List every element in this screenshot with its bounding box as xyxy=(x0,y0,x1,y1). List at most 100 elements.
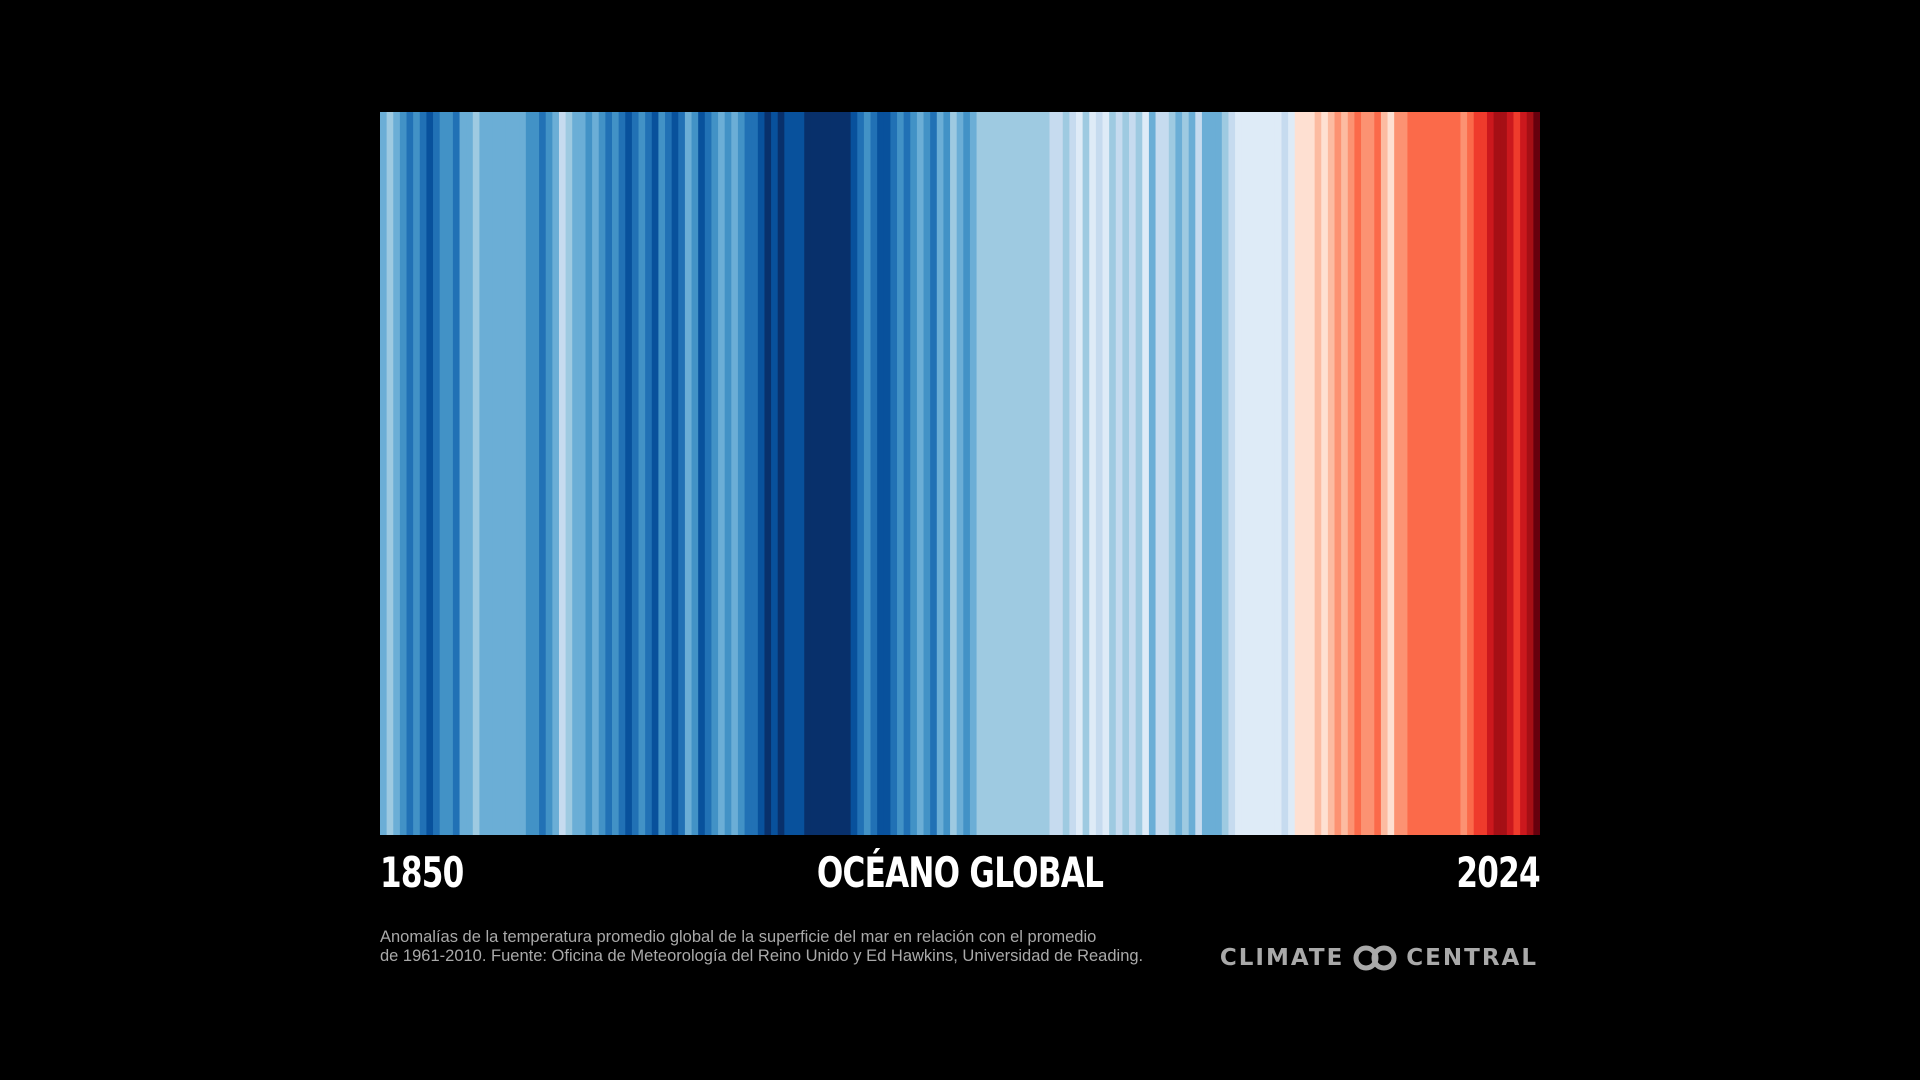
stripe-1865 xyxy=(479,112,487,835)
stripe-1898 xyxy=(698,112,706,835)
stripe-1852 xyxy=(393,112,401,835)
stripe-1859 xyxy=(439,112,447,835)
stripe-1989 xyxy=(1301,112,1309,835)
stripe-1855 xyxy=(413,112,421,835)
stripe-1935 xyxy=(943,112,951,835)
start-year-label: 1850 xyxy=(380,848,464,897)
stripe-1885 xyxy=(612,112,620,835)
stripe-1851 xyxy=(386,112,394,835)
stripe-1905 xyxy=(744,112,752,835)
stripe-1965 xyxy=(1142,112,1150,835)
stripe-1856 xyxy=(419,112,427,835)
stripe-1976 xyxy=(1215,112,1223,835)
stripe-1942 xyxy=(989,112,998,835)
stripe-1982 xyxy=(1254,112,1263,835)
stripe-2001 xyxy=(1380,112,1389,835)
stripe-1993 xyxy=(1327,112,1336,835)
stripe-1999 xyxy=(1367,112,1375,835)
stripe-2023 xyxy=(1526,112,1534,835)
stripe-1951 xyxy=(1049,112,1057,835)
stripe-1891 xyxy=(651,112,659,835)
stripe-1963 xyxy=(1129,112,1137,835)
stripe-1937 xyxy=(956,112,964,835)
stripe-1990 xyxy=(1308,112,1316,835)
stripe-1917 xyxy=(824,112,832,835)
stripe-1967 xyxy=(1155,112,1163,835)
stripe-1890 xyxy=(645,112,653,835)
stripe-1970 xyxy=(1175,112,1183,835)
stripe-1938 xyxy=(963,112,971,835)
stripe-1930 xyxy=(910,112,918,835)
stripe-1889 xyxy=(638,112,646,835)
stripe-1921 xyxy=(850,112,858,835)
stripe-1998 xyxy=(1361,112,1369,835)
stripe-1934 xyxy=(936,112,945,835)
stripe-2015 xyxy=(1473,112,1481,835)
stripe-1878 xyxy=(565,112,573,835)
stripe-1973 xyxy=(1195,112,1203,835)
stripe-1947 xyxy=(1022,112,1031,835)
stripe-1897 xyxy=(691,112,699,835)
stripe-2017 xyxy=(1486,112,1495,835)
stripe-1918 xyxy=(830,112,838,835)
stripe-1927 xyxy=(890,112,898,835)
stripe-1936 xyxy=(950,112,958,835)
stripe-1919 xyxy=(837,112,845,835)
brand-name-right: CENTRAL xyxy=(1406,945,1538,971)
stripe-1944 xyxy=(1003,112,1011,835)
stripe-1915 xyxy=(810,112,819,835)
stripe-1883 xyxy=(598,112,606,835)
stripe-1881 xyxy=(585,112,593,835)
stripe-1953 xyxy=(1062,112,1070,835)
stripe-1904 xyxy=(737,112,746,835)
stripe-1900 xyxy=(711,112,719,835)
stripe-1892 xyxy=(658,112,666,835)
stripe-1977 xyxy=(1221,112,1230,835)
stripe-1871 xyxy=(519,112,527,835)
stripe-1932 xyxy=(923,112,931,835)
stripe-1958 xyxy=(1095,112,1104,835)
stripe-2010 xyxy=(1440,112,1448,835)
stripe-1943 xyxy=(996,112,1004,835)
stripe-1907 xyxy=(757,112,766,835)
stripe-1928 xyxy=(897,112,905,835)
stripe-1903 xyxy=(731,112,739,835)
stripe-1964 xyxy=(1135,112,1143,835)
stripe-1868 xyxy=(499,112,507,835)
stripe-2012 xyxy=(1453,112,1462,835)
stripe-1876 xyxy=(552,112,560,835)
stripe-2000 xyxy=(1374,112,1382,835)
stripe-2019 xyxy=(1500,112,1508,835)
interlocking-rings-icon xyxy=(1353,945,1397,971)
stripe-1980 xyxy=(1241,112,1249,835)
stripe-1872 xyxy=(525,112,534,835)
stripe-1875 xyxy=(545,112,553,835)
source-note-line-1: Anomalías de la temperatura promedio glo… xyxy=(380,928,1097,946)
stripe-1952 xyxy=(1056,112,1064,835)
stripe-1913 xyxy=(797,112,805,835)
stripe-1857 xyxy=(426,112,434,835)
stripe-1867 xyxy=(492,112,500,835)
stripe-1975 xyxy=(1208,112,1216,835)
stripe-1960 xyxy=(1109,112,1117,835)
stripe-1961 xyxy=(1115,112,1123,835)
stripe-1906 xyxy=(751,112,759,835)
stripe-1882 xyxy=(592,112,600,835)
stripe-1879 xyxy=(572,112,580,835)
stripe-1894 xyxy=(671,112,679,835)
stripe-1981 xyxy=(1248,112,1256,835)
stripe-1901 xyxy=(718,112,726,835)
stripe-1861 xyxy=(452,112,461,835)
stripe-2020 xyxy=(1506,112,1515,835)
stripe-1931 xyxy=(916,112,925,835)
stripe-1914 xyxy=(804,112,812,835)
stripe-1996 xyxy=(1347,112,1355,835)
stripe-2009 xyxy=(1433,112,1442,835)
brand-name-left: CLIMATE xyxy=(1219,945,1345,971)
stripe-2013 xyxy=(1460,112,1468,835)
stripe-2022 xyxy=(1520,112,1528,835)
stripe-1988 xyxy=(1294,112,1302,835)
source-note: Anomalías de la temperatura promedio glo… xyxy=(380,928,1200,966)
stripe-1922 xyxy=(857,112,865,835)
stripe-1916 xyxy=(817,112,825,835)
